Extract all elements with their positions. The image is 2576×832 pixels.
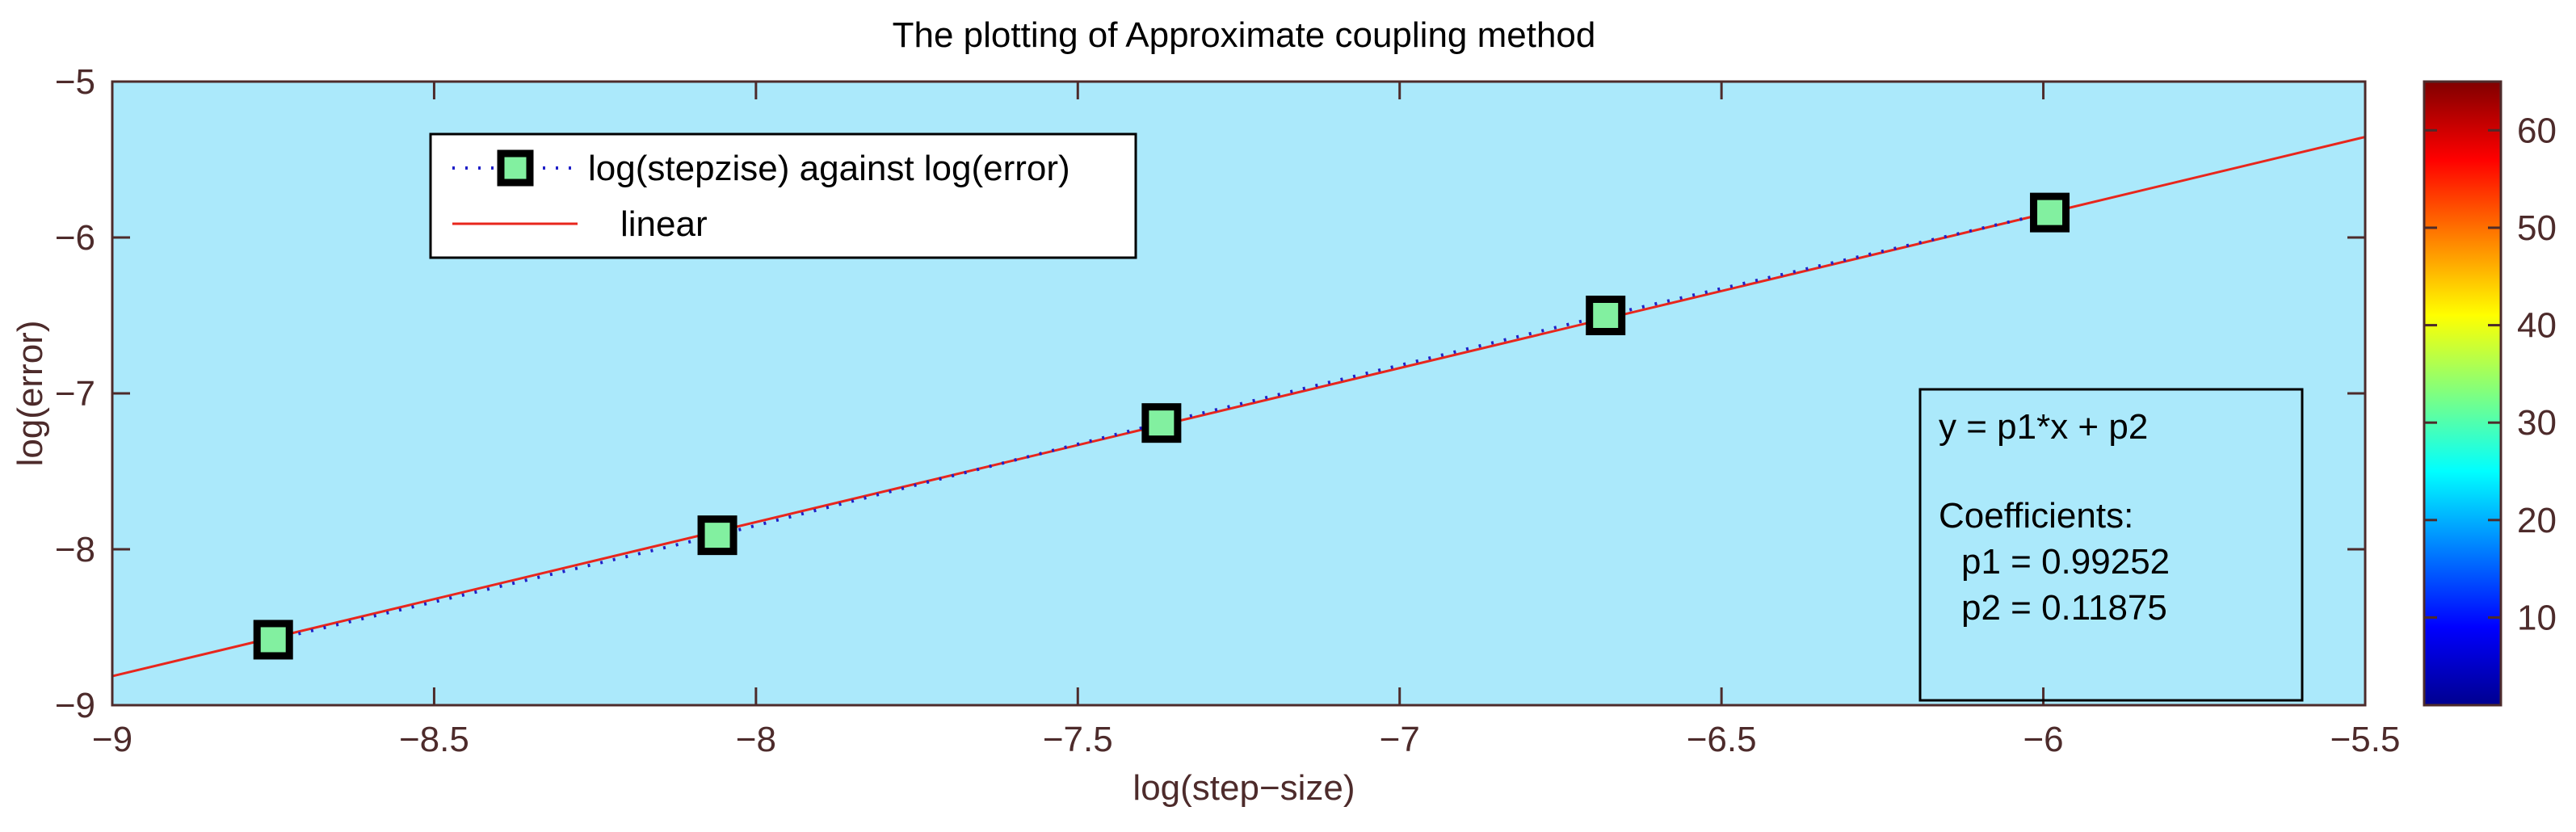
y-tick-label: −8 — [55, 530, 95, 569]
legend: log(stepzise) against log(error) linear — [429, 132, 1137, 259]
x-tick-label: −6 — [2023, 720, 2063, 759]
colorbar-ticks: 10 20 30 40 50 60 — [2424, 111, 2557, 637]
data-point-4 — [1586, 296, 1626, 335]
x-tick-label: −5.5 — [2330, 720, 2401, 759]
legend-box — [429, 132, 1137, 259]
colorbar-tick-label: 10 — [2517, 598, 2557, 637]
fit-equation: y = p1*x + p2 — [1939, 407, 2148, 447]
y-axis-label: log(error) — [11, 321, 50, 467]
colorbar-tick-label: 40 — [2517, 306, 2557, 346]
fit-coefficients-heading: Coefficients: — [1939, 496, 2133, 536]
x-tick-label: −9 — [92, 720, 132, 759]
data-point-1 — [253, 620, 293, 660]
colorbar: 10 20 30 40 50 60 — [2423, 80, 2557, 707]
colorbar-tick-label: 50 — [2517, 208, 2557, 248]
data-point-5 — [2030, 192, 2070, 233]
y-tick-label: −7 — [55, 374, 95, 414]
colorbar-tick-label: 30 — [2517, 403, 2557, 443]
x-tick-label: −6.5 — [1687, 720, 1757, 759]
data-point-2 — [697, 515, 738, 556]
x-tick-label: −8.5 — [399, 720, 469, 759]
legend-square-marker-swatch — [497, 149, 534, 187]
x-tick-label: −7 — [1380, 720, 1420, 759]
y-tick-label: −9 — [55, 686, 95, 725]
colorbar-tick-label: 60 — [2517, 111, 2557, 150]
legend-label-series-1: log(stepzise) against log(error) — [588, 149, 1070, 188]
legend-label-series-2: linear — [620, 204, 708, 244]
fit-annotation: y = p1*x + p2 Coefficients: p1 = 0.99252… — [1918, 388, 2304, 702]
axis-ticks — [111, 80, 2367, 707]
fit-annotation-box — [1918, 388, 2304, 702]
series-markers — [253, 192, 2070, 660]
fit-coefficient-p2: p2 = 0.11875 — [1961, 588, 2167, 628]
colorbar-frame — [2423, 80, 2502, 707]
x-axis-label: log(step−size) — [1133, 768, 1355, 808]
axis-tick-labels: −9 −8.5 −8 −7.5 −7 −6.5 −6 −5.5 −9 −8 −7 −6 −5 — [55, 62, 2401, 759]
chart-title: The plotting of Approximate coupling met… — [893, 15, 1596, 55]
data-point-3 — [1141, 403, 1182, 443]
fit-coefficient-p1: p1 = 0.99252 — [1961, 542, 2170, 582]
x-tick-label: −8 — [736, 720, 776, 759]
series-line-linear — [111, 136, 2366, 678]
series-lines — [111, 136, 2366, 678]
colorbar-gradient — [2424, 82, 2501, 705]
y-tick-label: −6 — [55, 218, 95, 258]
colorbar-tick-label: 20 — [2517, 501, 2557, 540]
x-tick-label: −7.5 — [1043, 720, 1113, 759]
y-tick-label: −5 — [55, 62, 95, 102]
